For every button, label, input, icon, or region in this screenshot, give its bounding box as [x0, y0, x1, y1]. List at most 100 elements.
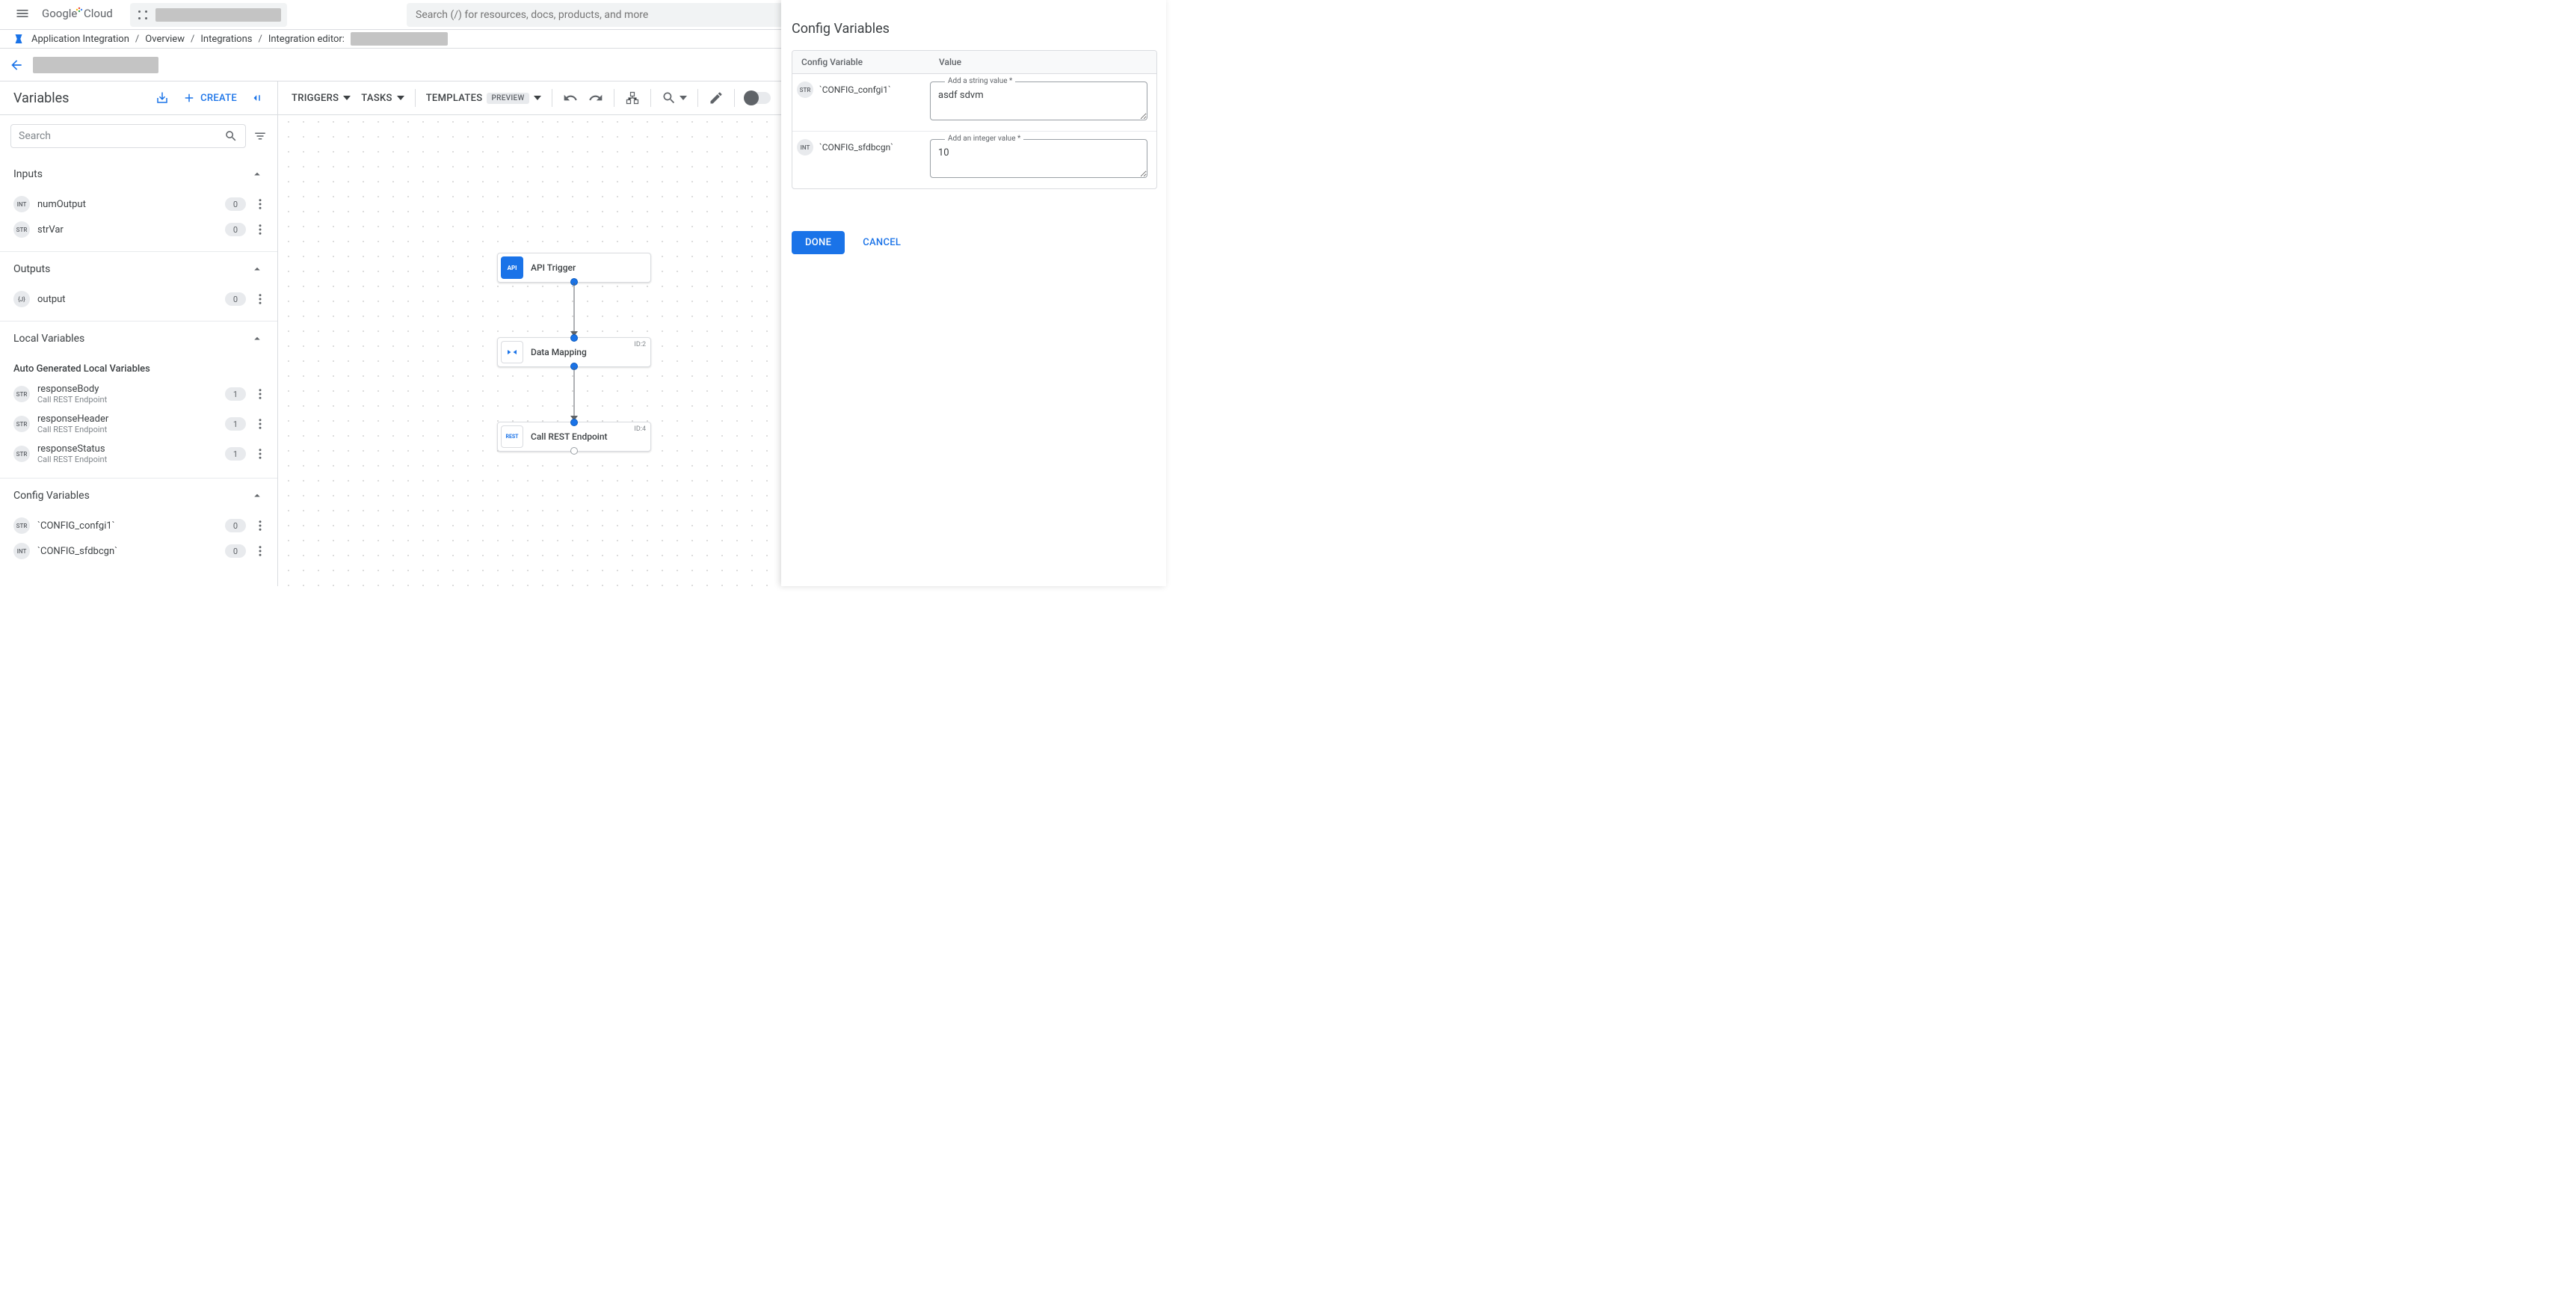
create-label: CREATE — [200, 93, 237, 104]
collapse-sidebar-icon[interactable] — [250, 91, 264, 105]
done-button[interactable]: DONE — [792, 231, 845, 254]
variable-name: responseStatus — [37, 443, 218, 455]
usage-count-chip: 0 — [225, 544, 246, 558]
type-chip-json: {J} — [13, 291, 30, 307]
field-label: Add a string value * — [945, 77, 1015, 85]
more-vert-icon[interactable] — [253, 197, 267, 211]
chevron-up-icon — [250, 489, 264, 502]
zoom-icon — [662, 90, 677, 105]
node-id: ID:4 — [634, 425, 646, 433]
variable-name: responseHeader — [37, 413, 218, 425]
redo-icon[interactable] — [588, 90, 603, 105]
type-chip-int: INT — [797, 139, 813, 156]
more-vert-icon[interactable] — [253, 417, 267, 431]
column-header-value: Value — [930, 51, 1156, 73]
cancel-button[interactable]: CANCEL — [852, 231, 911, 254]
more-vert-icon[interactable] — [253, 519, 267, 532]
global-search-input[interactable] — [416, 9, 779, 21]
string-value-input[interactable] — [930, 81, 1147, 120]
triggers-dropdown[interactable]: TRIGGERS — [292, 93, 351, 104]
connector-line — [574, 283, 575, 331]
connector-dot-bottom[interactable] — [570, 447, 578, 455]
search-bar[interactable] — [407, 3, 788, 27]
project-picker[interactable] — [130, 3, 287, 27]
variable-row[interactable]: STR `CONFIG_confgi1` 0 — [0, 513, 277, 538]
breadcrumb-product[interactable]: Application Integration — [31, 34, 129, 45]
tasks-dropdown[interactable]: TASKS — [361, 93, 404, 104]
breadcrumb-sep: / — [258, 34, 262, 45]
config-variable-name: `CONFIG_confgi1` — [819, 84, 891, 95]
variables-search-input[interactable] — [19, 130, 224, 142]
templates-dropdown[interactable]: TEMPLATES PREVIEW — [426, 93, 541, 104]
plus-icon — [182, 91, 196, 105]
inputs-section-header[interactable]: Inputs — [0, 157, 277, 191]
variables-search-box[interactable] — [10, 124, 246, 148]
edit-icon[interactable] — [709, 90, 724, 105]
integer-value-input[interactable] — [930, 139, 1147, 178]
node-title: Call REST Endpoint — [531, 431, 608, 442]
google-cloud-logo[interactable]: Google Cloud — [42, 6, 121, 24]
zoom-dropdown[interactable] — [662, 90, 687, 105]
variable-row[interactable]: STR responseBodyCall REST Endpoint 1 — [0, 379, 277, 409]
caret-down-icon — [343, 96, 351, 100]
create-variable-button[interactable]: CREATE — [182, 91, 237, 105]
breadcrumb-integrations[interactable]: Integrations — [200, 34, 252, 45]
minimap-toggle[interactable] — [745, 92, 771, 104]
breadcrumb-overview[interactable]: Overview — [145, 34, 185, 45]
config-variables-panel: Config Variables Config Variable Value S… — [781, 0, 1166, 586]
breadcrumb-sep: / — [135, 34, 139, 45]
variable-name: responseBody — [37, 384, 218, 395]
type-chip-int: INT — [13, 543, 30, 559]
hamburger-menu-icon[interactable] — [15, 6, 33, 24]
preview-chip: PREVIEW — [487, 93, 529, 104]
rest-icon: REST — [501, 425, 523, 448]
node-id: ID:2 — [634, 341, 646, 348]
search-icon — [224, 129, 238, 143]
product-icon — [12, 32, 25, 46]
variable-row[interactable]: STR strVar 0 — [0, 217, 277, 242]
connector-dot-top[interactable] — [570, 334, 578, 342]
filter-icon[interactable] — [253, 129, 267, 143]
variable-row[interactable]: INT numOutput 0 — [0, 191, 277, 217]
outputs-section-header[interactable]: Outputs — [0, 252, 277, 286]
type-chip-str: STR — [13, 386, 30, 402]
more-vert-icon[interactable] — [253, 292, 267, 306]
caret-down-icon — [680, 96, 687, 100]
type-chip-str: STR — [797, 81, 813, 98]
more-vert-icon[interactable] — [253, 447, 267, 461]
variable-row[interactable]: {J} output 0 — [0, 286, 277, 312]
project-name-redacted — [155, 8, 281, 22]
svg-text:Google: Google — [42, 7, 77, 20]
more-vert-icon[interactable] — [253, 387, 267, 401]
variable-row[interactable]: STR responseStatusCall REST Endpoint 1 — [0, 439, 277, 469]
chevron-up-icon — [250, 167, 264, 181]
flow-node-api-trigger[interactable]: API API Trigger — [497, 253, 651, 283]
flow-node-rest-endpoint[interactable]: REST Call REST Endpoint ID:4 — [497, 422, 651, 452]
more-vert-icon[interactable] — [253, 223, 267, 236]
type-chip-str: STR — [13, 221, 30, 238]
back-arrow-icon[interactable] — [9, 58, 24, 73]
type-chip-str: STR — [13, 517, 30, 534]
more-vert-icon[interactable] — [253, 544, 267, 558]
variable-row[interactable]: STR responseHeaderCall REST Endpoint 1 — [0, 409, 277, 439]
sidebar-title: Variables — [13, 90, 69, 106]
undo-icon[interactable] — [563, 90, 578, 105]
usage-count-chip: 0 — [225, 223, 246, 236]
variable-source: Call REST Endpoint — [37, 425, 218, 434]
variable-name: `CONFIG_sfdbcgn` — [37, 546, 218, 557]
flow-node-data-mapping[interactable]: Data Mapping ID:2 — [497, 337, 651, 367]
type-chip-str: STR — [13, 446, 30, 462]
connector-line — [574, 367, 575, 416]
usage-count-chip: 0 — [225, 197, 246, 211]
config-variables-table: Config Variable Value STR `CONFIG_confgi… — [792, 50, 1157, 189]
variable-name: strVar — [37, 224, 218, 236]
connector-dot-top[interactable] — [570, 419, 578, 426]
variable-name: numOutput — [37, 199, 218, 210]
layout-icon[interactable] — [625, 90, 640, 105]
variable-row[interactable]: INT `CONFIG_sfdbcgn` 0 — [0, 538, 277, 564]
export-variables-icon[interactable] — [155, 91, 169, 105]
chevron-up-icon — [250, 332, 264, 345]
field-label: Add an integer value * — [945, 135, 1023, 143]
config-section-header[interactable]: Config Variables — [0, 479, 277, 513]
local-section-header[interactable]: Local Variables — [0, 322, 277, 356]
